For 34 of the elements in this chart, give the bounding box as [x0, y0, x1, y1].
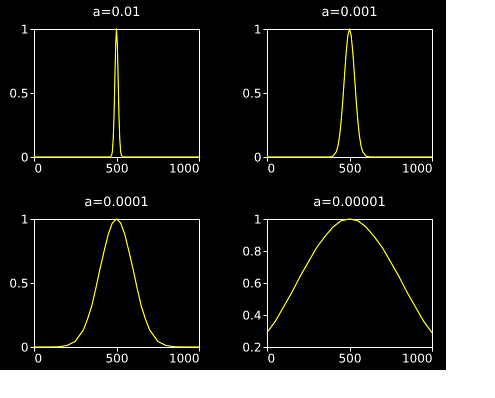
line-series [266, 28, 433, 158]
x-tick-label: 0 [34, 162, 42, 176]
y-tick-label: 0.4 [242, 308, 262, 322]
x-tick-label: 500 [338, 162, 362, 176]
chart-title: a=0.01 [92, 5, 140, 20]
y-tick-label: 1 [20, 212, 28, 226]
y-tick-label: 1 [254, 22, 262, 36]
x-tick-label: 500 [106, 162, 128, 176]
chart-title: a=0.0001 [84, 195, 149, 210]
y-tick-label: 0.2 [242, 340, 262, 354]
y-tick-label: 1 [20, 22, 28, 36]
x-tick-label: 1000 [402, 352, 432, 366]
y-tick-label: 0 [20, 150, 28, 164]
x-tick-label: 0 [268, 352, 276, 366]
y-tick-label: 0.6 [242, 276, 262, 290]
chart-title: a=0.001 [321, 5, 378, 20]
x-tick-label: 500 [338, 352, 362, 366]
x-tick-label: 500 [106, 352, 128, 366]
chart-title: a=0.00001 [313, 195, 386, 210]
y-tick-label: 0 [20, 340, 28, 354]
x-tick-label: 1000 [402, 162, 432, 176]
line-series [33, 218, 200, 348]
x-tick-label: 0 [34, 352, 42, 366]
y-tick-label: 0.5 [242, 86, 262, 100]
x-tick-label: 1000 [168, 162, 200, 176]
line-series [33, 28, 200, 158]
x-tick-label: 1000 [168, 352, 200, 366]
y-tick-label: 0.5 [9, 86, 28, 100]
line-series [266, 218, 433, 334]
x-tick-label: 0 [268, 162, 276, 176]
y-tick-label: 1 [254, 212, 262, 226]
y-tick-label: 0 [254, 150, 262, 164]
y-tick-label: 0.5 [9, 276, 28, 290]
y-tick-label: 0.8 [242, 244, 262, 258]
